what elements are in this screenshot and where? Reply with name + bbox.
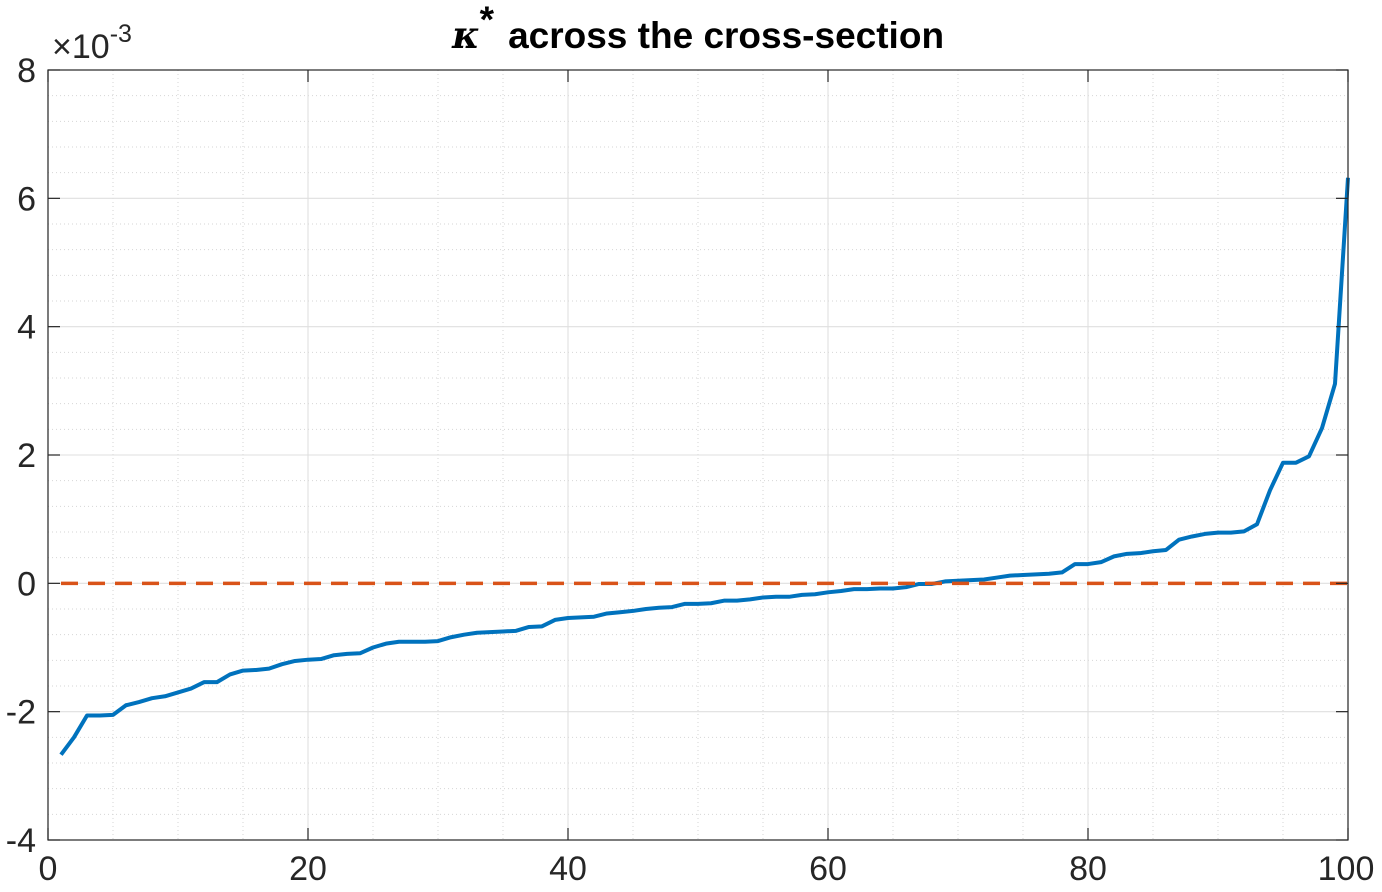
x-tick-label: 60 (809, 850, 847, 888)
series-layer (59, 177, 1350, 756)
y-tick-label: 8 (17, 52, 36, 90)
y-tick-label: 6 (17, 180, 36, 218)
y-multiplier-base: ×10 (52, 28, 110, 66)
x-tick-label: 80 (1069, 850, 1107, 888)
tick-labels: 0 20 40 60 80 100 -4 -2 0 2 4 6 8 (6, 52, 1375, 888)
y-multiplier: ×10-3 (52, 20, 132, 66)
x-tick-label: 20 (289, 850, 327, 888)
title-superscript: * (480, 0, 495, 40)
x-tick-label: 0 (39, 850, 58, 888)
y-multiplier-exponent: -3 (110, 20, 132, 48)
y-tick-label: 2 (17, 437, 36, 475)
y-tick-label: -2 (6, 694, 36, 732)
title-symbol: κ (451, 13, 480, 57)
grid (47, 69, 1349, 841)
chart-title: κ* across the cross-section (451, 0, 944, 57)
y-tick-label: 4 (17, 309, 36, 347)
title-text: across the cross-section (508, 15, 944, 56)
y-tick-label: 0 (17, 565, 36, 603)
ticks (47, 69, 1349, 841)
y-tick-label: -4 (6, 822, 36, 860)
x-tick-label: 40 (549, 850, 587, 888)
x-tick-label: 100 (1318, 850, 1375, 888)
series-line-kappa-star (59, 177, 1350, 756)
